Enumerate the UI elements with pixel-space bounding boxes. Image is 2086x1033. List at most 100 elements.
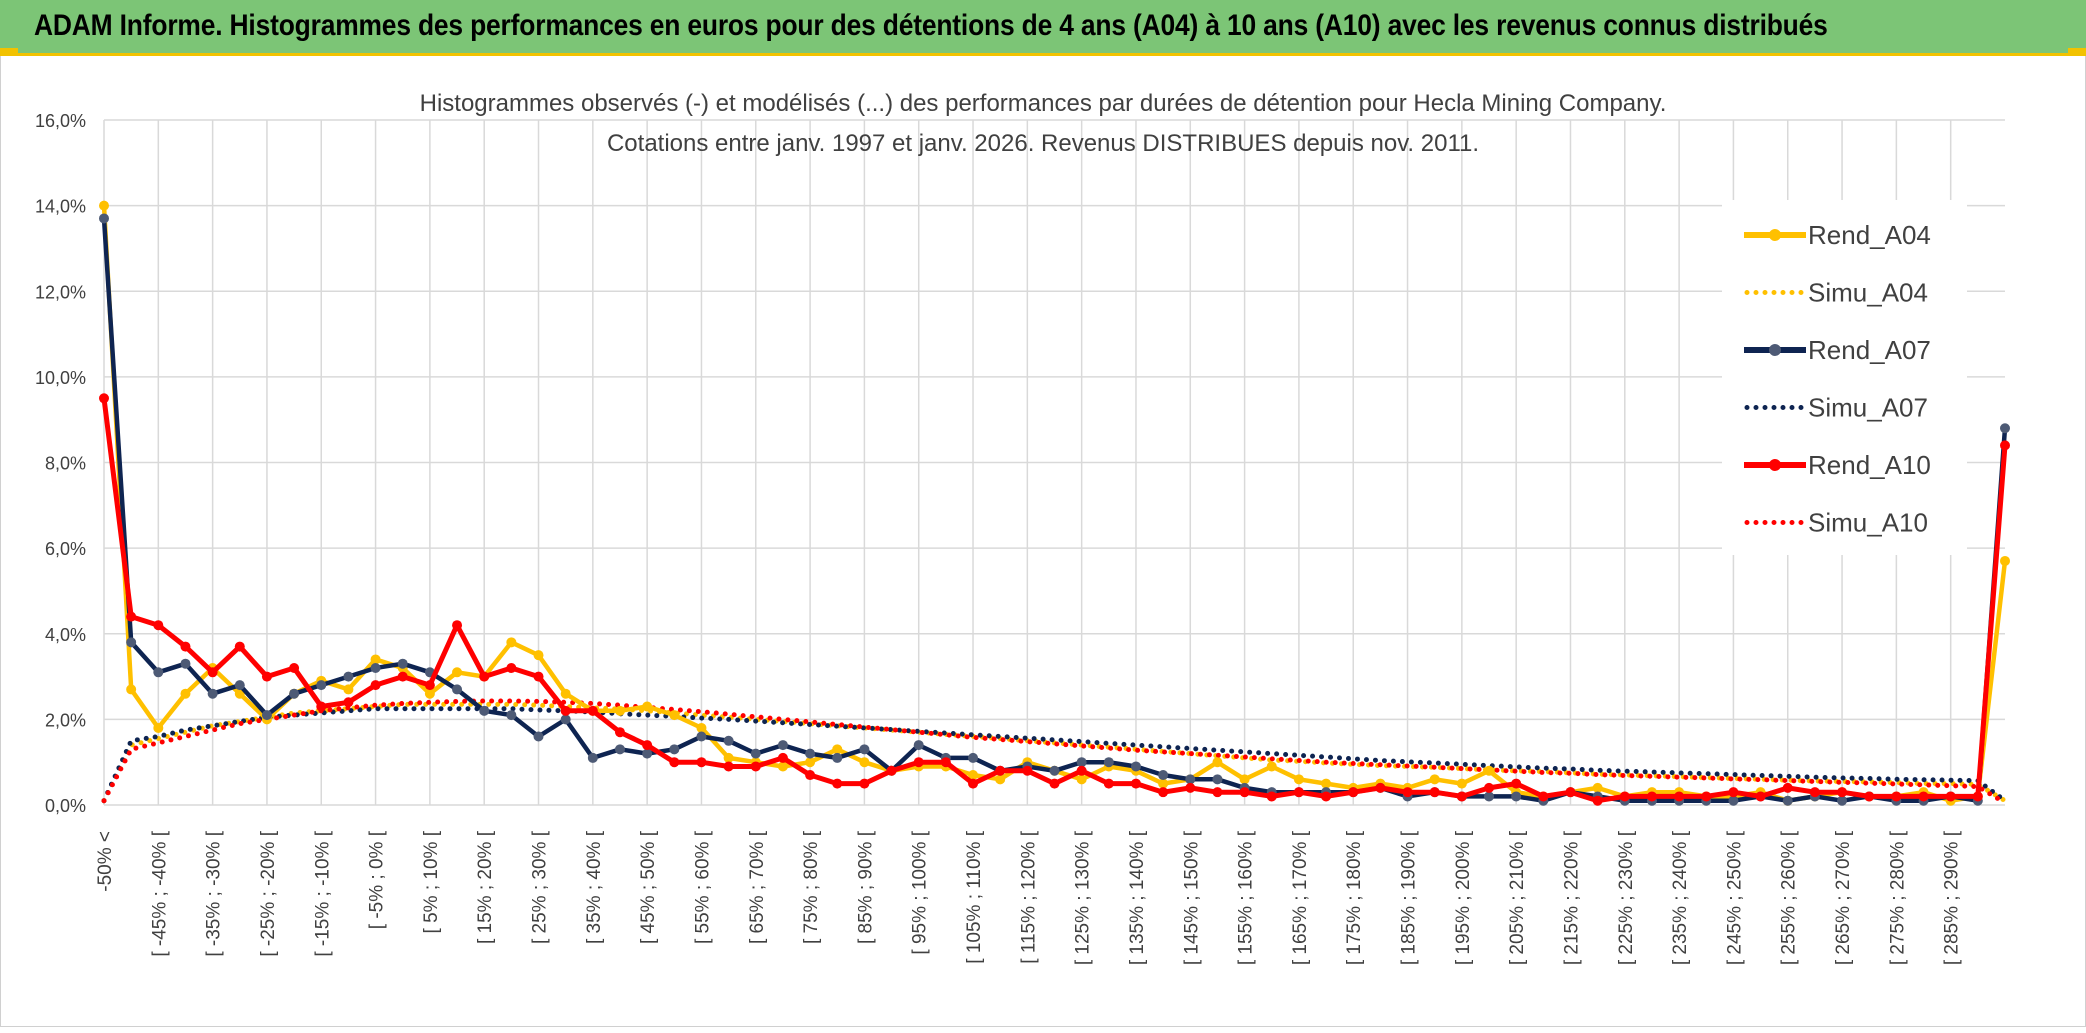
data-point bbox=[1049, 778, 1060, 789]
data-point bbox=[940, 757, 951, 768]
data-point bbox=[968, 770, 979, 781]
x-tick-label: [ 165% ; 170% [ bbox=[1290, 830, 1311, 965]
data-point bbox=[1348, 787, 1359, 798]
legend-label: Simu_A10 bbox=[1808, 508, 1928, 538]
legend-item-Simu_A10: Simu_A10 bbox=[1744, 508, 1928, 538]
series-line-Simu_A10 bbox=[101, 698, 2008, 806]
legend-item-Simu_A04: Simu_A04 bbox=[1744, 278, 1928, 308]
data-point bbox=[1511, 791, 1522, 802]
legend-label: Rend_A07 bbox=[1808, 335, 1931, 365]
data-point bbox=[343, 671, 354, 682]
data-point bbox=[1158, 778, 1169, 789]
chart-grid bbox=[103, 119, 2005, 806]
series-Simu_A07 bbox=[101, 706, 2008, 804]
data-point bbox=[886, 765, 897, 776]
x-tick-label: [ 175% ; 180% [ bbox=[1344, 830, 1365, 965]
x-tick-label: [ 245% ; 250% [ bbox=[1724, 830, 1745, 965]
data-point bbox=[99, 393, 109, 404]
data-point bbox=[1782, 782, 1793, 793]
header-banner: ADAM Informe. Histogrammes des performan… bbox=[0, 0, 2086, 56]
data-point bbox=[1375, 782, 1386, 793]
x-tick-label: [ 135% ; 140% [ bbox=[1127, 830, 1148, 965]
data-point bbox=[1945, 791, 1956, 802]
data-point bbox=[777, 752, 788, 763]
data-point bbox=[234, 680, 245, 691]
data-point bbox=[696, 757, 707, 768]
chart-title: Histogrammes observés (-) et modélisés (… bbox=[420, 90, 1667, 117]
chart-subtitle: Cotations entre janv. 1997 et janv. 2026… bbox=[607, 130, 1479, 157]
x-tick-label: -50% < bbox=[95, 831, 116, 892]
data-point bbox=[533, 731, 544, 742]
data-point bbox=[832, 744, 843, 755]
data-point bbox=[1212, 787, 1223, 798]
data-point bbox=[805, 748, 816, 759]
data-point bbox=[153, 620, 164, 631]
data-point bbox=[1864, 791, 1875, 802]
data-point bbox=[1076, 765, 1087, 776]
x-tick-label: [ 85% ; 90% [ bbox=[855, 830, 876, 944]
legend-marker bbox=[1769, 459, 1781, 471]
data-point bbox=[859, 757, 870, 768]
series-line-Rend_A04 bbox=[101, 205, 2008, 803]
data-point bbox=[968, 778, 979, 789]
data-point bbox=[1511, 778, 1522, 789]
legend-label: Rend_A04 bbox=[1808, 220, 1931, 250]
data-point bbox=[1755, 791, 1766, 802]
data-point bbox=[696, 722, 707, 733]
x-tick-label: [ 265% ; 270% [ bbox=[1833, 830, 1854, 965]
data-point bbox=[1782, 795, 1793, 806]
data-point bbox=[669, 744, 680, 755]
data-point bbox=[1809, 787, 1820, 798]
data-point bbox=[696, 731, 707, 742]
data-point bbox=[832, 778, 843, 789]
data-point bbox=[479, 705, 490, 716]
data-point bbox=[1484, 782, 1495, 793]
data-point bbox=[370, 680, 381, 691]
legend-item-Rend_A10: Rend_A10 bbox=[1744, 450, 1931, 480]
y-tick-label: 2,0% bbox=[45, 710, 86, 730]
data-point bbox=[99, 200, 109, 211]
x-tick-label: [ 105% ; 110% [ bbox=[964, 830, 985, 963]
data-point bbox=[1728, 787, 1739, 798]
data-point bbox=[506, 663, 517, 673]
data-point bbox=[1728, 795, 1739, 806]
data-point bbox=[913, 740, 924, 751]
data-point bbox=[1837, 795, 1848, 806]
data-point bbox=[1456, 778, 1467, 789]
x-tick-label: [ 15% ; 20% [ bbox=[475, 830, 496, 944]
corner-accent-right bbox=[2068, 48, 2086, 54]
data-point bbox=[1293, 787, 1304, 798]
x-tick-label: [ -25% ; -20% [ bbox=[258, 830, 279, 956]
data-point bbox=[506, 637, 517, 648]
data-point bbox=[1592, 782, 1603, 793]
series-line-Rend_A07 bbox=[101, 218, 2008, 803]
chart-legend: Rend_A04 Simu_A04 Rend_A07 Simu_A07 Rend_A10… bbox=[1722, 200, 1967, 555]
data-point bbox=[397, 658, 408, 669]
data-point bbox=[560, 714, 571, 725]
data-point bbox=[1484, 791, 1495, 802]
data-point bbox=[1402, 787, 1413, 798]
x-tick-label: [ 125% ; 130% [ bbox=[1073, 830, 1094, 965]
data-point bbox=[289, 663, 300, 673]
x-tick-label: [ 275% ; 280% [ bbox=[1887, 830, 1908, 965]
series-line-Simu_A07 bbox=[101, 706, 2008, 804]
y-tick-label: 6,0% bbox=[45, 539, 86, 559]
data-point bbox=[1837, 787, 1848, 798]
series-Simu_A10 bbox=[101, 698, 2008, 806]
data-point bbox=[614, 705, 625, 716]
data-point bbox=[1076, 757, 1087, 768]
x-tick-label: [ 205% ; 210% [ bbox=[1507, 830, 1528, 965]
corner-accent-left bbox=[0, 48, 18, 54]
data-point bbox=[234, 641, 245, 652]
y-tick-label: 0,0% bbox=[45, 796, 86, 816]
data-point bbox=[99, 213, 109, 224]
data-point bbox=[153, 667, 164, 678]
data-point bbox=[587, 705, 598, 716]
data-point bbox=[1212, 774, 1223, 785]
data-point bbox=[153, 722, 164, 733]
data-point bbox=[587, 752, 598, 763]
x-tick-label: [ -5% ; 0% [ bbox=[367, 830, 388, 929]
legend-label: Simu_A04 bbox=[1808, 278, 1928, 308]
page-title: ADAM Informe. Histogrammes des performan… bbox=[34, 9, 1828, 42]
data-point bbox=[1130, 778, 1141, 789]
